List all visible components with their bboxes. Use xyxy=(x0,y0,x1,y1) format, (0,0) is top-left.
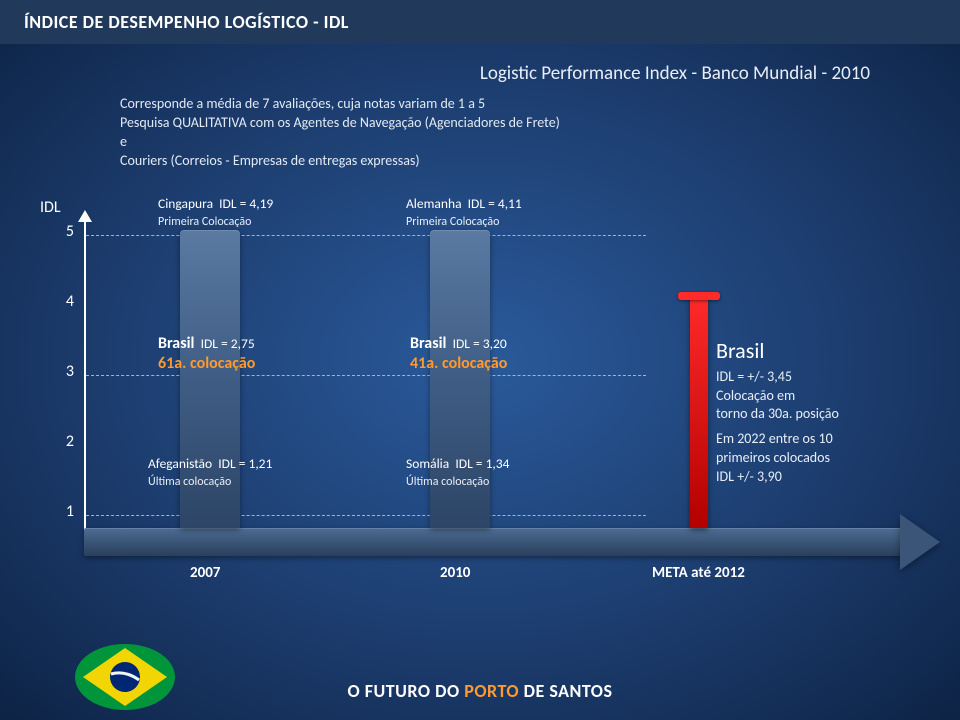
x-tick-2007: 2007 xyxy=(190,564,220,582)
goal-line: Colocação em xyxy=(716,387,839,406)
label-somalia: Somália IDL = 1,34 Última colocação xyxy=(406,456,509,490)
goal-line: torno da 30a. posição xyxy=(716,405,839,424)
y-tick: 1 xyxy=(54,502,74,521)
gridline xyxy=(86,375,646,376)
intro-text: Corresponde a média de 7 avaliações, cuj… xyxy=(0,91,960,171)
intro-line: e xyxy=(120,133,960,152)
x-axis-arrow-body xyxy=(84,528,904,556)
x-tick-meta: META até 2012 xyxy=(652,564,745,582)
label-brasil-2007: Brasil IDL = 2,75 61a. colocação xyxy=(158,334,255,374)
footer: O FUTURO DO PORTO DE SANTOS xyxy=(0,662,960,720)
goal-title: Brasil xyxy=(716,336,839,366)
y-axis-line xyxy=(84,220,86,540)
goal-bar xyxy=(690,296,708,528)
idl-chart: IDL 5 4 3 2 1 Cingapura IDL = 4,19 Prime… xyxy=(40,230,920,600)
goal-line: primeiros colocados xyxy=(716,449,839,468)
goal-line: IDL +/- 3,90 xyxy=(716,468,839,487)
goal-bar-cap xyxy=(678,292,720,300)
intro-line: Corresponde a média de 7 avaliações, cuj… xyxy=(120,95,960,114)
x-axis-arrow-head xyxy=(900,514,940,570)
label-cingapura: Cingapura IDL = 4,19 Primeira Colocação xyxy=(158,196,273,230)
intro-line: Couriers (Correios - Empresas de entrega… xyxy=(120,152,960,171)
y-tick: 2 xyxy=(54,432,74,451)
label-brasil-2010: Brasil IDL = 3,20 41a. colocação xyxy=(410,334,507,374)
y-axis-label: IDL xyxy=(40,198,61,217)
label-afeganistao: Afeganistão IDL = 1,21 Última colocação xyxy=(148,456,272,490)
x-tick-2010: 2010 xyxy=(440,564,470,582)
goal-text: Brasil IDL = +/- 3,45 Colocação em torno… xyxy=(716,336,839,487)
gridline xyxy=(86,515,646,516)
title-bar: ÍNDICE DE DESEMPENHO LOGÍSTICO - IDL xyxy=(0,0,960,44)
page-title: ÍNDICE DE DESEMPENHO LOGÍSTICO - IDL xyxy=(24,11,349,33)
y-tick: 5 xyxy=(54,222,74,241)
intro-line: Pesquisa QUALITATIVA com os Agentes de N… xyxy=(120,114,960,133)
y-tick: 4 xyxy=(54,292,74,311)
gridline xyxy=(86,235,646,236)
goal-line: IDL = +/- 3,45 xyxy=(716,368,839,387)
footer-text: O FUTURO DO PORTO DE SANTOS xyxy=(348,680,613,702)
label-alemanha: Alemanha IDL = 4,11 Primeira Colocação xyxy=(406,196,522,230)
subtitle: Logistic Performance Index - Banco Mundi… xyxy=(0,44,960,91)
y-tick: 3 xyxy=(54,362,74,381)
goal-line: Em 2022 entre os 10 xyxy=(716,430,839,449)
